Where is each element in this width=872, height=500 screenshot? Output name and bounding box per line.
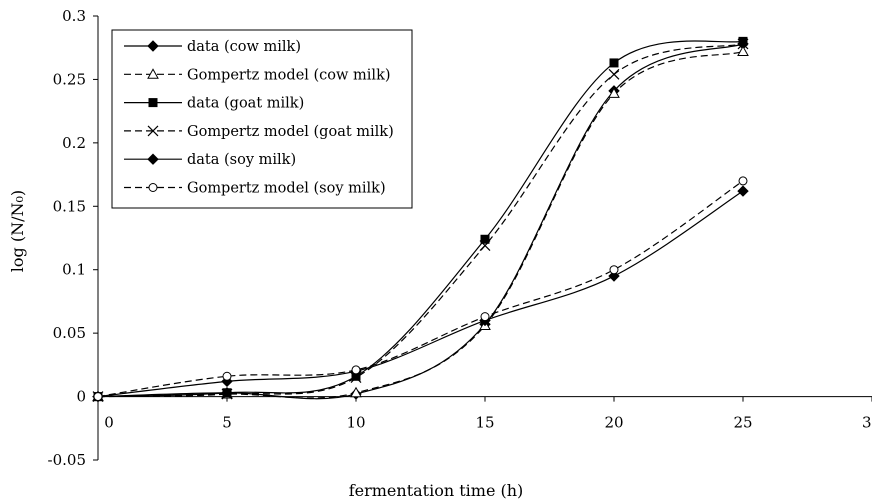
x-tick-label: 25: [733, 414, 752, 432]
series-line: [97, 180, 744, 398]
y-tick-label: 0: [76, 388, 86, 406]
legend-label: data (cow milk): [187, 39, 301, 55]
legend-marker: [148, 98, 158, 108]
legend-entry: Gompertz model (cow milk): [124, 67, 391, 83]
series-line: [97, 43, 744, 398]
legend-label: Gompertz model (soy milk): [187, 181, 386, 197]
legend-label: Gompertz model (cow milk): [187, 67, 391, 83]
x-tick-label: 30: [862, 414, 872, 432]
data-point: [608, 68, 620, 80]
x-tick-labels: 0 5 10 15 20 25 30: [104, 414, 872, 432]
y-axis-title: log (N/N₀): [8, 190, 27, 272]
y-tick-label: 0.05: [53, 324, 86, 342]
data-point: [480, 312, 490, 322]
legend-marker: [147, 40, 159, 52]
y-tick-label: 0.1: [62, 261, 86, 279]
data-point: [350, 372, 362, 383]
legend-marker: [147, 125, 159, 137]
x-tick-label: 20: [604, 414, 623, 432]
x-tick-label: 0: [104, 414, 114, 432]
legend: data (cow milk) Gompertz model (cow milk)…: [111, 29, 413, 209]
series-4: [92, 38, 749, 402]
data-point: [221, 388, 233, 400]
legend-entry: data (soy milk): [124, 152, 296, 168]
y-tick-label: 0.2: [62, 134, 86, 152]
legend-entry: data (cow milk): [124, 39, 301, 55]
data-point: [737, 38, 749, 50]
x-tick-label: 15: [475, 414, 494, 432]
series-6: [93, 176, 748, 402]
legend-entry: data (goat milk): [124, 96, 304, 112]
legend-marker: [148, 183, 158, 192]
data-point: [222, 371, 232, 381]
y-tick-label: 0.3: [62, 7, 86, 25]
legend-entry: Gompertz model (soy milk): [124, 181, 386, 197]
y-tick-label: -0.05: [48, 451, 86, 469]
data-point: [737, 45, 749, 57]
legend-box: [111, 29, 413, 209]
data-point: [222, 388, 232, 398]
data-point: [609, 58, 619, 68]
legend-marker: [147, 68, 159, 79]
legend-label: Gompertz model (goat milk): [187, 124, 394, 140]
data-point: [609, 265, 619, 275]
legend-entry: Gompertz model (goat milk): [124, 124, 394, 140]
y-tick-label: 0.15: [53, 197, 86, 215]
legend-label: data (goat milk): [187, 96, 304, 112]
x-tick-label: 10: [346, 414, 365, 432]
x-axis-title: fermentation time (h): [349, 481, 524, 500]
data-point: [480, 234, 490, 244]
data-point: [608, 87, 620, 98]
legend-marker: [147, 153, 159, 165]
x-tick-label: 5: [222, 414, 232, 432]
data-point: [93, 392, 103, 402]
series-line: [97, 40, 744, 398]
data-point: [351, 365, 361, 375]
series-layer: [92, 36, 749, 403]
data-point: [350, 386, 362, 398]
data-point: [479, 240, 491, 252]
data-point: [738, 176, 748, 186]
series-5: [92, 185, 749, 403]
y-tick-label: 0.25: [53, 70, 86, 88]
data-point: [737, 185, 749, 197]
series-line: [97, 190, 744, 398]
y-tick-labels: -0.05 0 0.05 0.1 0.15 0.2 0.25 0.3: [48, 7, 86, 469]
legend-label: data (soy milk): [187, 152, 296, 168]
data-point: [608, 270, 620, 282]
data-point: [738, 36, 748, 46]
